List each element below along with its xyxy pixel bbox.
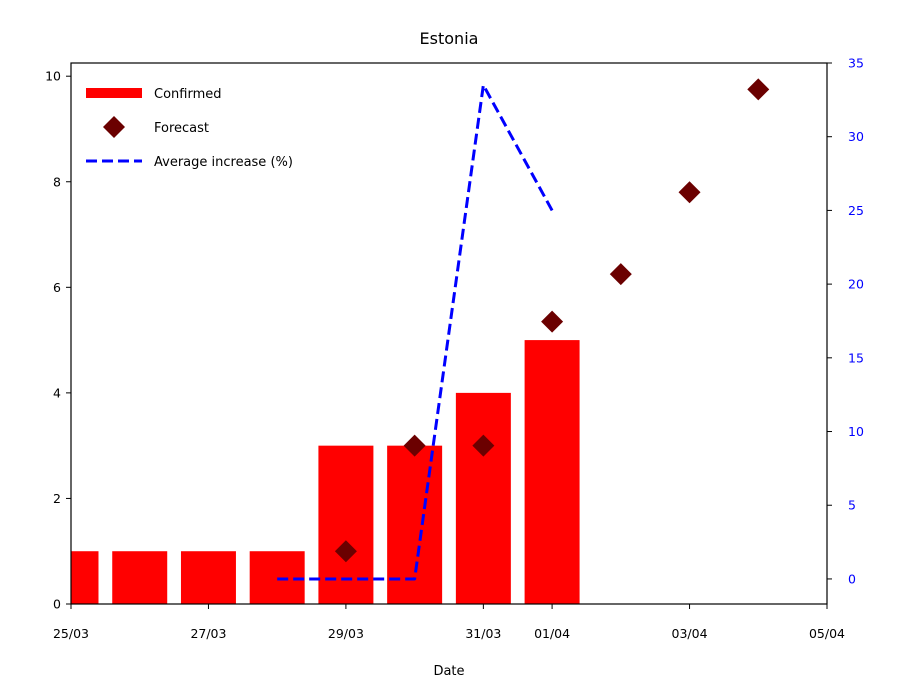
x-tick-label: 31/03: [465, 626, 501, 641]
y2-tick-label: 5: [848, 498, 856, 513]
legend-label-forecast: Forecast: [154, 121, 209, 136]
legend-swatch-confirmed: [86, 88, 142, 98]
legend: Confirmed Forecast Average increase (%): [86, 87, 293, 170]
forecast-marker-2: [472, 434, 495, 457]
average-increase-line: [277, 83, 554, 581]
y2-tick-label: 10: [848, 424, 864, 439]
forecast-marker-4: [609, 263, 632, 286]
y-tick-label: 8: [53, 174, 61, 189]
y-tick-label: 4: [53, 385, 61, 400]
y-tick-label: 10: [45, 69, 61, 84]
y-axis-left: 0 2 4 6 8 10: [45, 69, 71, 612]
x-tick-label: 05/04: [809, 626, 845, 641]
forecast-marker-0: [334, 540, 357, 563]
bar-1: [112, 551, 168, 604]
y2-tick-label: 0: [848, 571, 856, 586]
forecast-marker-3: [541, 310, 564, 333]
legend-label-confirmed: Confirmed: [154, 87, 222, 102]
chart-title: Estonia: [420, 29, 479, 48]
bar-0: [71, 551, 99, 604]
bar-2: [180, 551, 236, 604]
y2-tick-label: 20: [848, 277, 864, 292]
x-axis: 25/03 27/03 29/03 31/03 01/04 03/04 05/04: [53, 604, 845, 641]
y-tick-label: 2: [53, 491, 61, 506]
x-axis-label: Date: [433, 664, 464, 679]
x-tick-label: 29/03: [328, 626, 364, 641]
y2-tick-label: 35: [848, 56, 864, 71]
forecast-marker-5: [678, 181, 701, 204]
y2-tick-label: 30: [848, 129, 864, 144]
bar-7: [524, 340, 580, 604]
y-axis-right: 0 5 10 15 20 25 30 35: [827, 56, 864, 586]
x-tick-label: 03/04: [672, 626, 708, 641]
bars-layer: [71, 340, 580, 604]
y-tick-label: 0: [53, 597, 61, 612]
forecast-marker-6: [747, 78, 770, 101]
forecast-marker-1: [403, 434, 426, 457]
y2-tick-label: 25: [848, 203, 864, 218]
legend-label-average-increase: Average increase (%): [154, 155, 293, 170]
x-tick-label: 25/03: [53, 626, 89, 641]
x-tick-label: 27/03: [190, 626, 226, 641]
bar-6: [455, 392, 511, 604]
plot-frame: [70, 62, 828, 605]
legend-swatch-forecast: [103, 116, 125, 138]
line-layer: [277, 83, 554, 581]
y2-tick-label: 15: [848, 350, 864, 365]
y-tick-label: 6: [53, 280, 61, 295]
x-tick-label: 01/04: [534, 626, 570, 641]
markers-layer: [334, 78, 770, 563]
